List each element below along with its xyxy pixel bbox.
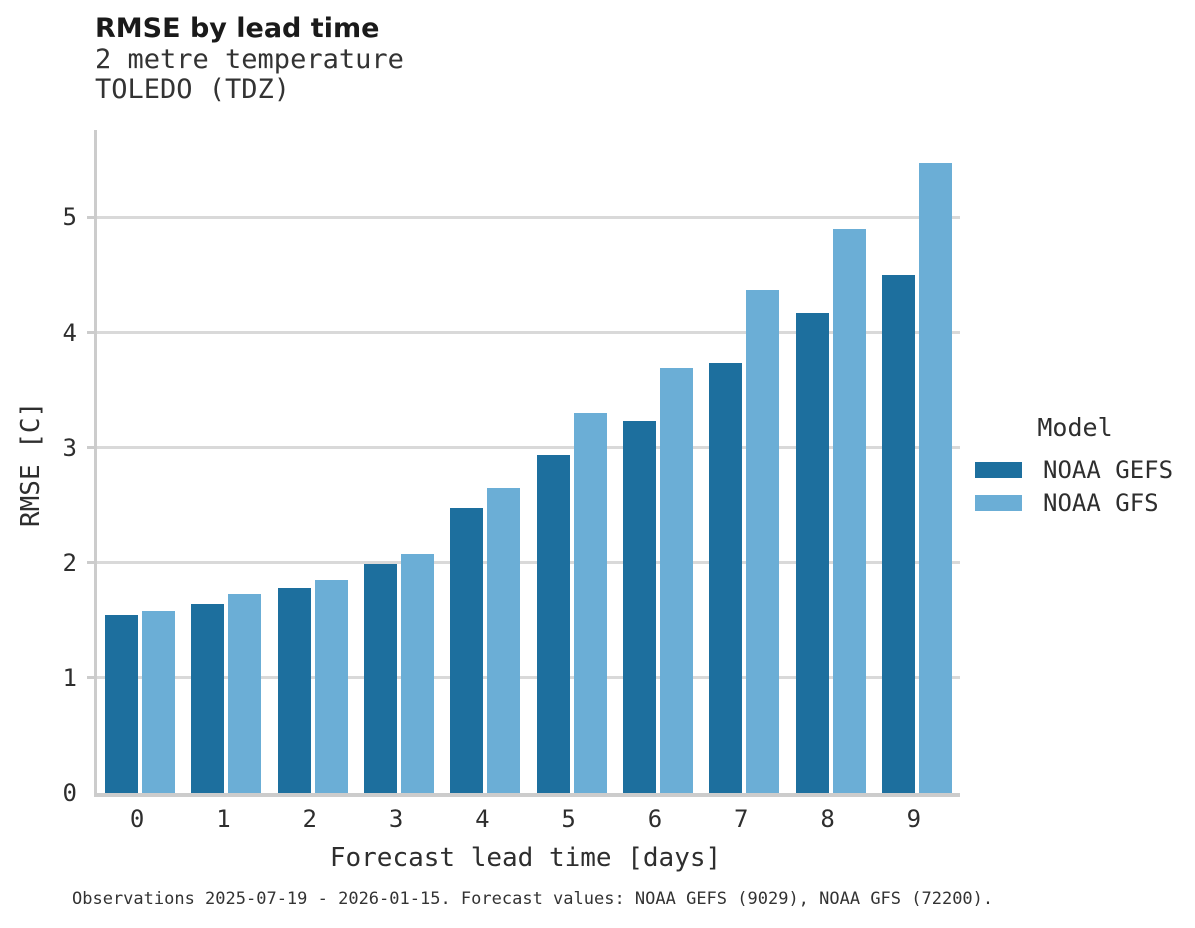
gridline-y-1 [97, 676, 960, 680]
bar-noaa-gefs-lead-3 [364, 563, 398, 793]
x-axis-tick-label-6: 6 [647, 805, 663, 833]
legend-swatch-gfs-icon [975, 494, 1022, 511]
legend-item-gefs: NOAA GEFS [975, 453, 1175, 486]
gridline-y-5 [97, 215, 960, 219]
bar-noaa-gefs-lead-9 [881, 275, 915, 793]
bar-noaa-gefs-lead-5 [536, 454, 570, 793]
y-axis-tick-label-2: 2 [62, 548, 77, 577]
legend-item-gfs: NOAA GFS [975, 486, 1175, 519]
y-axis-tick [87, 446, 97, 450]
bar-noaa-gefs-lead-6 [622, 421, 656, 793]
y-axis-tick-label-5: 5 [62, 203, 77, 232]
bar-noaa-gfs-lead-6 [659, 368, 693, 793]
x-axis-tick-label-1: 1 [216, 805, 231, 833]
bar-noaa-gefs-lead-7 [709, 362, 743, 793]
bar-noaa-gfs-lead-1 [228, 593, 262, 793]
gridline-y-4 [97, 331, 960, 335]
x-axis-tick-label-2: 2 [302, 805, 317, 833]
bar-noaa-gfs-lead-9 [918, 163, 952, 793]
bar-noaa-gfs-lead-4 [487, 488, 521, 793]
bar-noaa-gfs-lead-8 [832, 229, 866, 793]
x-axis-tick-label-9: 9 [906, 805, 922, 833]
y-axis-tick [87, 331, 97, 335]
bar-noaa-gefs-lead-8 [795, 313, 829, 793]
chart-subtitle-variable: 2 metre temperature [95, 44, 404, 75]
x-axis-tick-label-5: 5 [561, 805, 576, 833]
x-axis-tick-label-4: 4 [475, 805, 490, 833]
gridline-y-3 [97, 446, 960, 450]
chart-subtitle-station: TOLEDO (TDZ) [95, 74, 291, 105]
plot-area [87, 130, 960, 797]
bar-noaa-gfs-lead-2 [314, 580, 348, 793]
caption: Observations 2025-07-19 - 2026-01-15. Fo… [72, 889, 994, 909]
chart-title: RMSE by lead time [95, 13, 380, 44]
bar-noaa-gfs-lead-7 [746, 290, 780, 793]
bar-noaa-gfs-lead-3 [401, 553, 435, 793]
x-axis-title: Forecast lead time [days] [329, 843, 722, 873]
x-axis-tick-label-3: 3 [388, 805, 404, 833]
bar-noaa-gefs-lead-2 [277, 588, 311, 793]
y-axis-tick-label-4: 4 [62, 318, 77, 347]
bar-noaa-gefs-lead-4 [450, 507, 484, 793]
legend-label-gefs: NOAA GEFS [1043, 455, 1174, 484]
gridline-y-2 [97, 561, 960, 565]
legend-swatch-gefs-icon [975, 461, 1022, 478]
bar-noaa-gfs-lead-5 [573, 413, 607, 793]
bar-noaa-gefs-lead-1 [191, 604, 225, 793]
y-axis-tick-label-0: 0 [62, 779, 77, 807]
chart-header: RMSE by lead time 2 metre temperature TO… [95, 12, 404, 105]
x-axis-tick-label-8: 8 [820, 805, 835, 833]
legend-title: Model [1037, 413, 1113, 442]
y-axis-tick-label-3: 3 [62, 433, 77, 462]
x-axis-tick-label-7: 7 [734, 805, 749, 833]
y-axis-tick [87, 676, 97, 680]
bar-noaa-gefs-lead-0 [105, 614, 139, 793]
y-axis-tick-label-1: 1 [62, 663, 77, 692]
y-axis-tick [87, 561, 97, 565]
x-axis-tick-label-0: 0 [129, 805, 145, 833]
bar-noaa-gfs-lead-0 [142, 611, 176, 793]
legend-label-gfs: NOAA GFS [1043, 488, 1159, 517]
y-axis-tick [87, 215, 97, 219]
legend: Model NOAA GEFS NOAA GFS [975, 413, 1175, 519]
y-axis-title: RMSE [C] [16, 401, 46, 527]
